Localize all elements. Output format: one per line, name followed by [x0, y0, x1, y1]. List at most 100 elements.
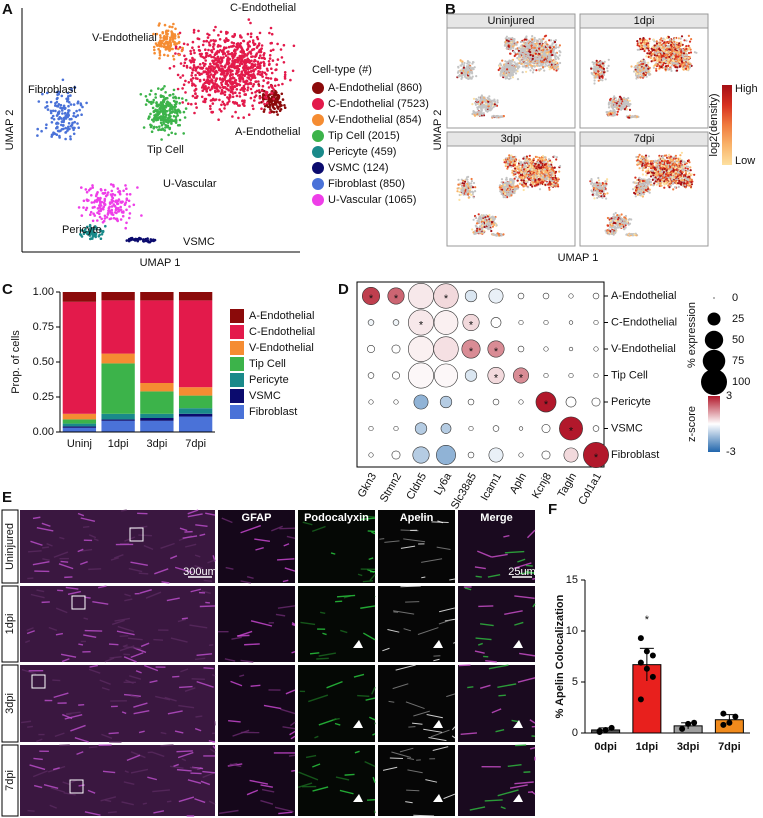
cell-dot — [257, 70, 260, 74]
cell-dot — [191, 76, 195, 80]
cell-dot — [211, 59, 214, 63]
cell-dot — [540, 44, 543, 47]
cell-dot — [532, 43, 535, 47]
cell-dot — [105, 216, 109, 219]
cell-dot — [261, 84, 265, 88]
cell-dot — [473, 66, 476, 69]
cell-dot — [645, 55, 648, 58]
cell-dot — [159, 43, 163, 47]
cell-dot — [164, 126, 167, 129]
cell-dot — [222, 86, 225, 89]
cell-dot — [243, 59, 247, 63]
cell-dot — [177, 47, 180, 51]
cell-dot — [207, 71, 210, 74]
cell-dot — [201, 61, 205, 65]
panel-letter: B — [445, 1, 456, 18]
cell-dot — [517, 49, 521, 52]
cell-dot — [481, 101, 484, 104]
cell-dot — [203, 97, 207, 101]
cell-dot — [557, 67, 560, 70]
cell-dot — [90, 201, 94, 204]
cell-dot — [115, 217, 119, 221]
cell-dot — [478, 105, 481, 108]
cell-dot — [531, 57, 534, 61]
cell-dot — [249, 52, 253, 55]
cell-dot — [212, 67, 216, 71]
cell-dot — [223, 93, 227, 96]
cell-dot — [531, 38, 534, 41]
cell-dot — [672, 56, 675, 59]
cell-dot — [191, 40, 195, 44]
cell-dot — [169, 42, 172, 45]
cell-dot — [165, 102, 168, 105]
cell-dot — [173, 108, 177, 111]
cell-dot — [178, 123, 181, 127]
cell-dot — [491, 115, 494, 118]
cell-dot — [670, 67, 673, 70]
cell-dot — [168, 127, 171, 131]
cell-dot — [549, 55, 553, 59]
cell-dot — [79, 102, 82, 105]
cell-dot — [176, 87, 180, 91]
cell-dot — [260, 107, 263, 110]
cell-dot — [529, 69, 532, 72]
cell-dot — [208, 43, 211, 47]
cell-dot — [258, 56, 261, 60]
cell-dot — [215, 65, 219, 68]
cell-dot — [103, 202, 106, 205]
cell-dot — [46, 108, 50, 111]
cell-dot — [251, 85, 255, 88]
cell-dot — [50, 116, 54, 120]
cell-dot — [107, 207, 111, 210]
cell-dot — [459, 59, 462, 62]
cluster-label: VSMC — [183, 236, 215, 248]
cell-dot — [223, 46, 226, 49]
cell-dot — [205, 54, 208, 57]
cell-dot — [207, 86, 210, 89]
cell-dot — [171, 37, 175, 40]
cell-dot — [187, 81, 191, 84]
cell-dot — [257, 89, 261, 92]
legend-dot — [312, 130, 324, 142]
cell-dot — [534, 52, 538, 55]
cell-dot — [528, 56, 532, 59]
cell-dot — [536, 63, 539, 66]
cell-dot — [182, 132, 185, 135]
cell-dot — [514, 64, 518, 67]
cell-dot — [292, 44, 296, 48]
cell-dot — [128, 205, 131, 208]
cell-dot — [227, 59, 230, 63]
cell-dot — [504, 75, 508, 78]
cell-dot — [480, 94, 483, 97]
cell-dot — [538, 45, 541, 48]
cell-dot — [90, 194, 93, 197]
cell-dot — [548, 48, 551, 51]
cell-dot — [181, 101, 184, 104]
cell-dot — [228, 93, 231, 97]
cell-dot — [260, 89, 264, 93]
cell-dot — [127, 199, 131, 203]
cell-dot — [196, 77, 199, 80]
cell-dot — [184, 79, 187, 83]
cell-dot — [200, 72, 203, 76]
cell-dot — [163, 42, 166, 46]
cell-dot — [197, 65, 200, 69]
cell-dot — [642, 40, 646, 43]
cell-dot — [124, 201, 128, 204]
cell-dot — [240, 62, 244, 66]
cell-dot — [487, 109, 490, 112]
cell-dot — [174, 27, 177, 31]
cell-dot — [67, 104, 70, 108]
cell-dot — [547, 54, 550, 57]
cell-dot — [678, 65, 682, 68]
cell-dot — [101, 192, 105, 195]
cell-dot — [165, 36, 168, 39]
cell-dot — [670, 69, 673, 72]
cell-dot — [271, 86, 274, 89]
cell-dot — [64, 131, 67, 134]
cell-dot — [276, 42, 279, 46]
cell-dot — [484, 100, 487, 104]
cell-dot — [465, 66, 469, 69]
cell-dot — [46, 104, 49, 108]
cell-dot — [64, 126, 67, 130]
